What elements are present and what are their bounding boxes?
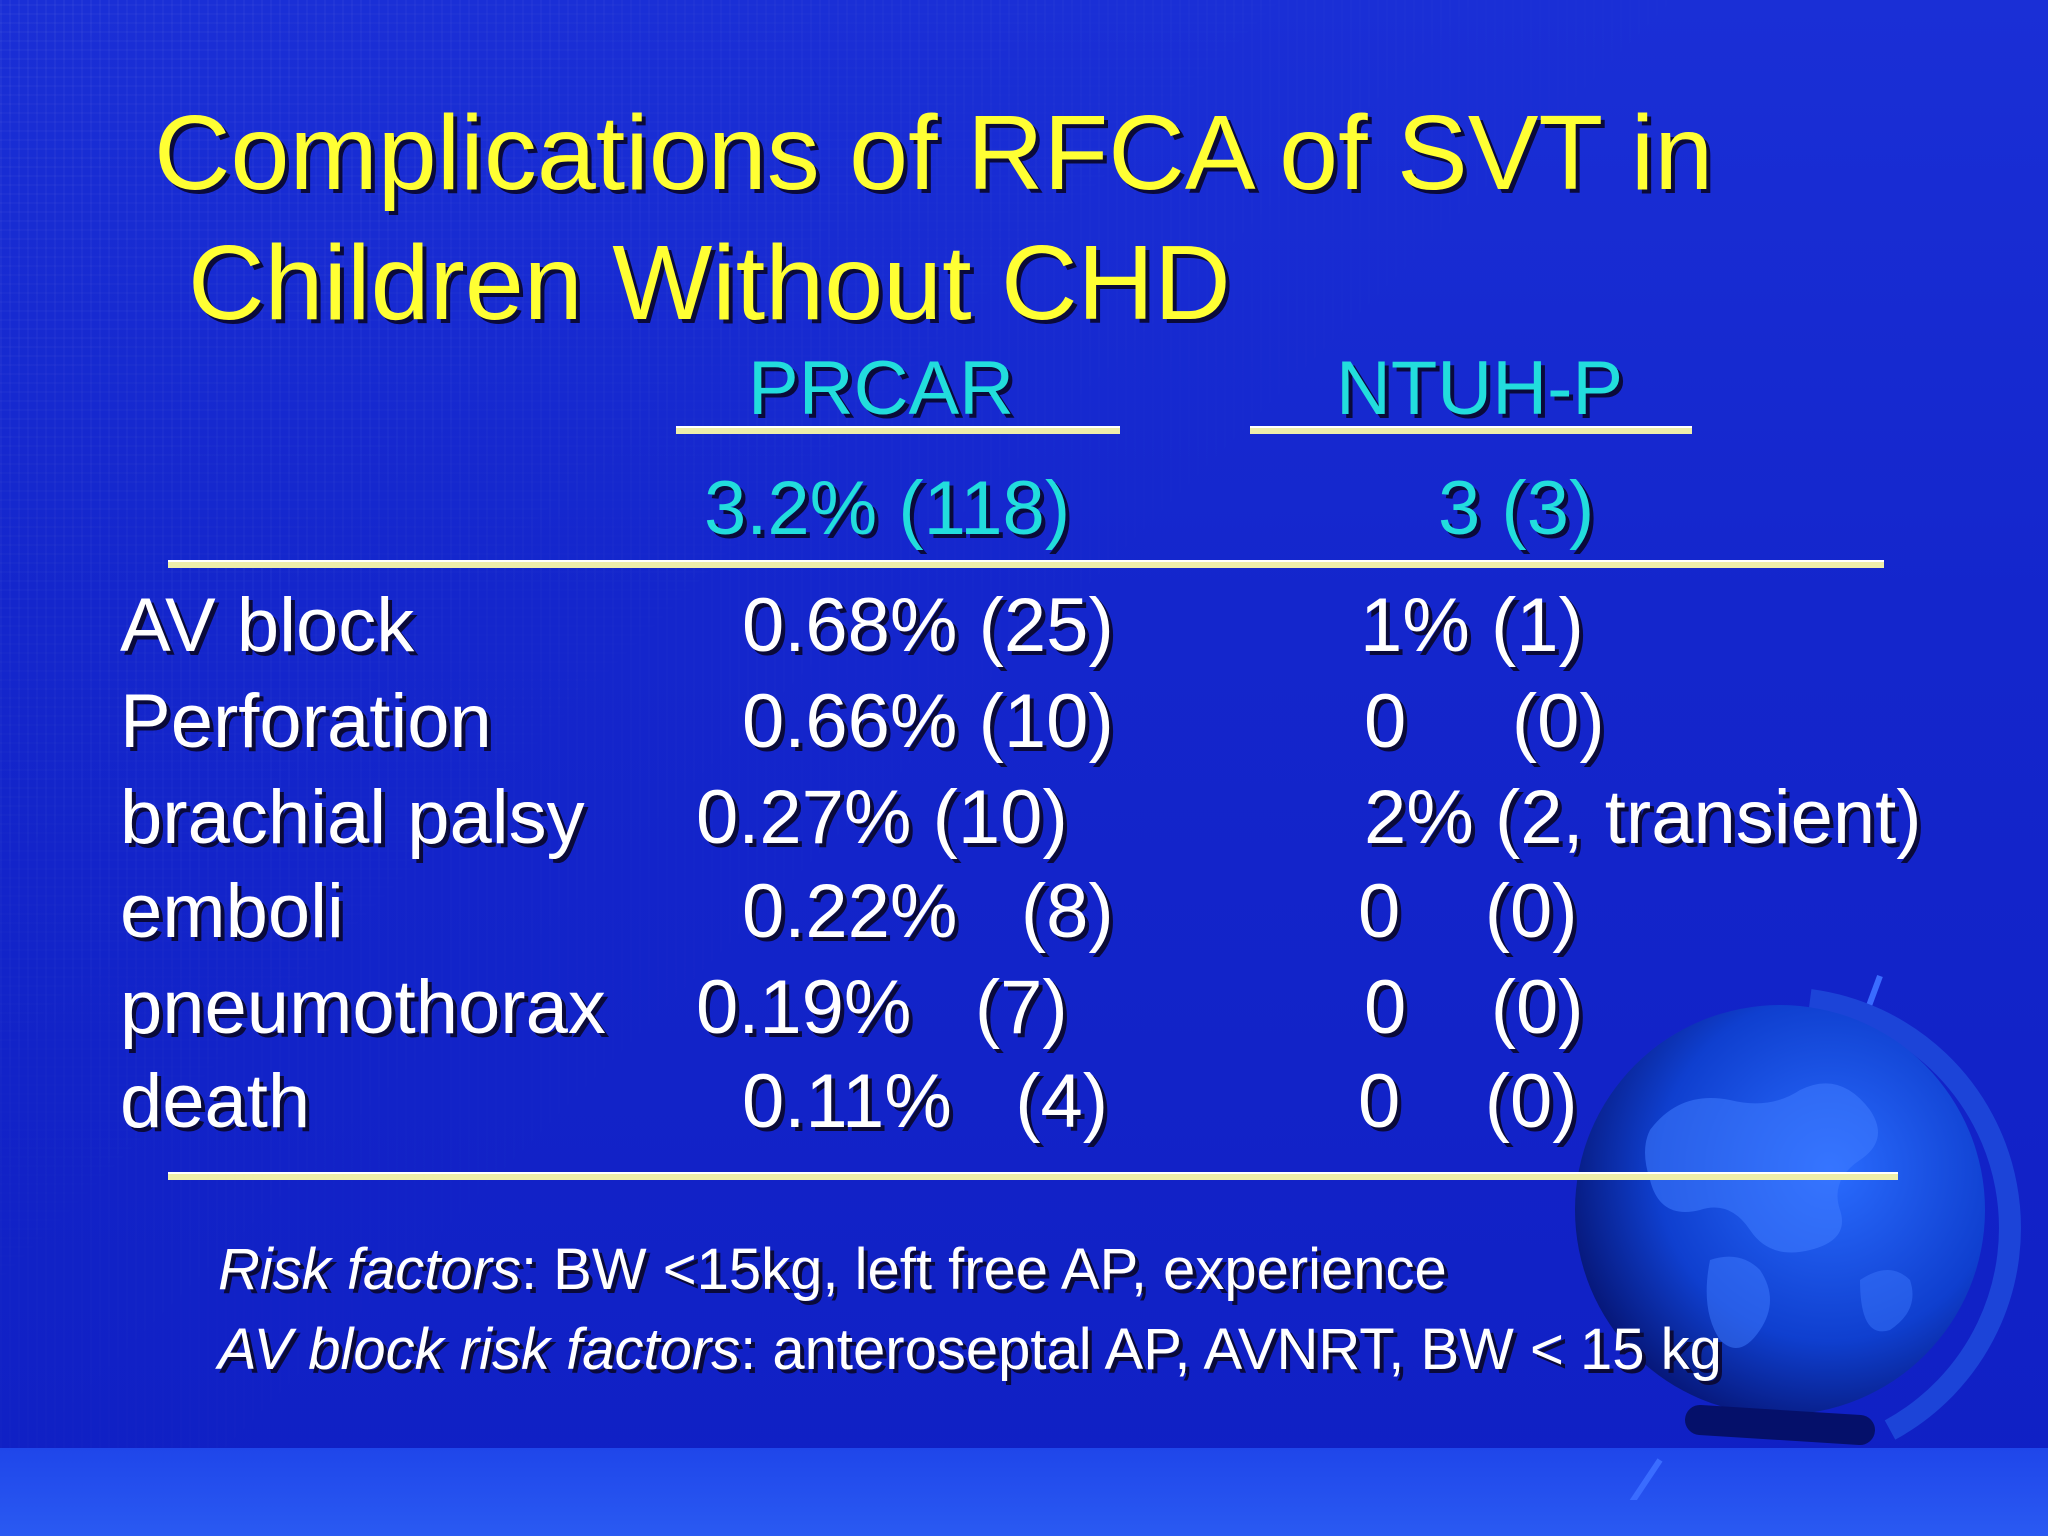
table-row: brachial palsy 0.27% (10) 2% (2, transie… [0, 770, 2048, 866]
footer-band [0, 1448, 2048, 1536]
title-line-1: Complications of RFCA of SVT in [154, 94, 1714, 212]
row-ntuh-value: 2% (2, transient) [1364, 775, 1922, 860]
row-prcar-value: 0.66% (10) [742, 679, 1114, 764]
column-header-underline-ntuh [1250, 428, 1692, 434]
column-header-ntuh: NTUH-P [1336, 346, 1624, 431]
row-label: death [120, 1059, 311, 1144]
row-label: brachial palsy [120, 775, 585, 860]
column-header-underline-prcar [676, 428, 1120, 434]
title-line-2: Children Without CHD [188, 224, 1231, 342]
av-block-risk-text: : anteroseptal AP, AVNRT, BW < 15 kg [740, 1317, 1722, 1382]
column-total-prcar: 3.2% (118) [704, 466, 1071, 551]
table-rule-bottom [168, 1174, 1898, 1180]
table-row: AV block 0.68% (25) 1% (1) [0, 578, 2048, 674]
row-label: AV block [120, 583, 415, 668]
column-header-prcar: PRCAR [748, 346, 1015, 431]
row-prcar-value: 0.27% (10) [696, 775, 1068, 860]
table-row: pneumothorax 0.19% (7) 0 (0) [0, 960, 2048, 1056]
row-ntuh-value: 0 (0) [1364, 679, 1605, 764]
row-ntuh-value: 1% (1) [1360, 583, 1584, 668]
table-row: death 0.11% (4) 0 (0) [0, 1054, 2048, 1150]
row-prcar-value: 0.68% (25) [742, 583, 1114, 668]
risk-factors-text: : BW <15kg, left free AP, experience [520, 1237, 1447, 1302]
row-ntuh-value: 0 (0) [1358, 869, 1578, 954]
row-label: pneumothorax [120, 965, 606, 1050]
table-row: Perforation 0.66% (10) 0 (0) [0, 674, 2048, 770]
row-prcar-value: 0.22% (8) [742, 869, 1114, 954]
row-prcar-value: 0.11% (4) [742, 1059, 1109, 1144]
row-prcar-value: 0.19% (7) [696, 965, 1068, 1050]
av-block-risk-note: AV block risk factors: anteroseptal AP, … [218, 1310, 1978, 1390]
column-total-ntuh: 3 (3) [1438, 466, 1595, 551]
table-rule-top [168, 562, 1884, 568]
slide-title: Complications of RFCA of SVT in Children… [154, 88, 1954, 348]
row-ntuh-value: 0 (0) [1364, 965, 1584, 1050]
risk-factors-label: Risk factors [218, 1237, 521, 1302]
row-label: Perforation [120, 679, 492, 764]
row-label: emboli [120, 869, 344, 954]
row-ntuh-value: 0 (0) [1358, 1059, 1578, 1144]
globe-icon [1575, 974, 2021, 1500]
table-row: emboli 0.22% (8) 0 (0) [0, 864, 2048, 960]
risk-factors-note: Risk factors: BW <15kg, left free AP, ex… [218, 1230, 1978, 1310]
av-block-risk-label: AV block risk factors [218, 1317, 741, 1382]
